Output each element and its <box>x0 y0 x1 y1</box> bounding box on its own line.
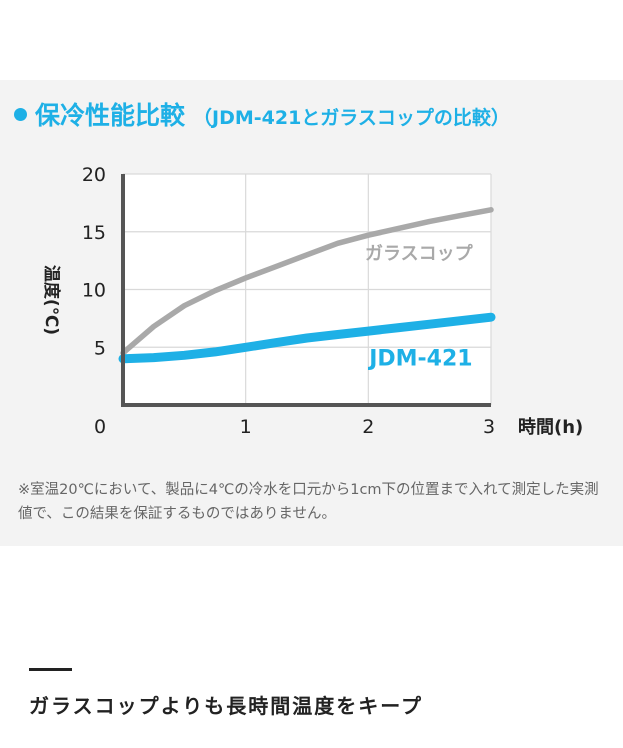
tagline-accent-bar <box>29 668 72 671</box>
series-line-glass <box>120 207 494 356</box>
x-axis-title: 時間(h) <box>518 417 583 438</box>
x-tick-label: 3 <box>483 416 495 438</box>
series-line-jdm421 <box>118 312 496 364</box>
x-tick-label: 0 <box>94 416 106 438</box>
x-tick-label: 1 <box>240 416 252 438</box>
bullet-dot-icon <box>14 108 27 121</box>
y-tick-label: 15 <box>82 222 106 244</box>
measurement-note: ※室温20℃において、製品に4℃の冷水を口元から1cm下の位置まで入れて測定した… <box>18 482 599 522</box>
series-label-glass: ガラスコップ <box>365 242 474 264</box>
chart-subtitle: （JDM-421とガラスコップの比較） <box>193 107 510 129</box>
y-tick-label: 20 <box>82 164 106 186</box>
chart-heading: 保冷性能比較 （JDM-421とガラスコップの比較） <box>14 96 510 132</box>
axis-lines <box>121 174 491 407</box>
y-tick-label: 10 <box>82 280 106 302</box>
temperature-line-chart: ガラスコップ JDM-421 5 10 15 20 0 1 2 3 時間(h) 温度(℃) <box>41 164 583 438</box>
chart-title: 保冷性能比較 <box>35 101 186 130</box>
x-tick-label: 2 <box>362 416 374 438</box>
tagline: ガラスコップよりも長時間温度をキープ <box>29 694 423 718</box>
y-axis-title: 温度(℃) <box>41 265 62 335</box>
y-tick-label: 5 <box>94 337 106 359</box>
series-label-jdm421: JDM-421 <box>367 347 472 372</box>
